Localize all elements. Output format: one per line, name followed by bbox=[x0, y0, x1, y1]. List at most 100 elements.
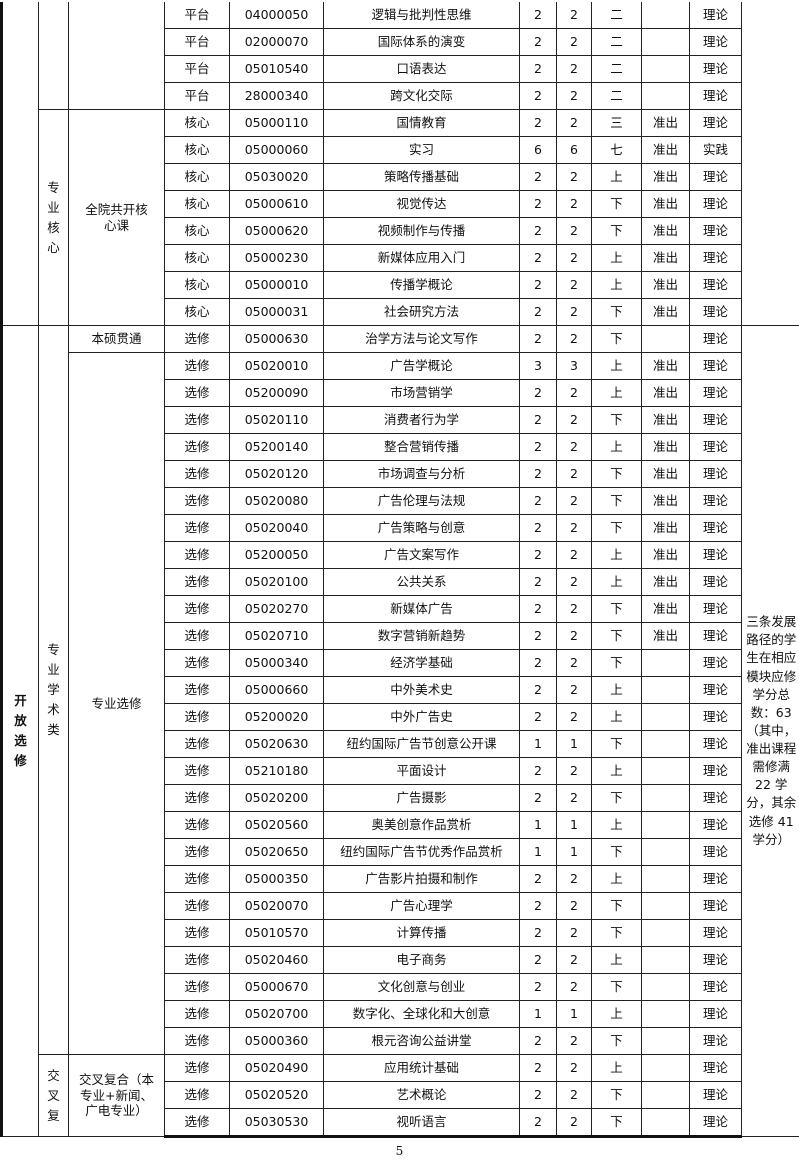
hours: 2 bbox=[556, 1027, 592, 1055]
exit-flag: 准出 bbox=[641, 460, 690, 488]
table-row: 核心 05000010 传播学概论 2 2 上准出 理论 bbox=[2, 271, 799, 299]
course-type: 选修 bbox=[164, 595, 230, 623]
credits: 2 bbox=[519, 514, 557, 542]
exit-flag bbox=[641, 1054, 690, 1082]
exit-flag: 准出 bbox=[641, 109, 690, 137]
table-row: 选修 05010570 计算传播 2 2 下理论 bbox=[2, 919, 799, 947]
hours: 2 bbox=[556, 946, 592, 974]
exit-flag bbox=[641, 82, 690, 110]
semester: 上 bbox=[591, 946, 642, 974]
exit-flag bbox=[641, 838, 690, 866]
credit-requirement-note: 三条发展路径的学生在相应模块应修学分总数：63（其中，准出课程需修满 22 学分… bbox=[741, 325, 799, 1137]
semester: 二 bbox=[591, 55, 642, 83]
credits: 2 bbox=[519, 568, 557, 596]
course-name: 计算传播 bbox=[323, 919, 520, 947]
course-kind: 理论 bbox=[689, 82, 742, 110]
exit-flag: 准出 bbox=[641, 136, 690, 164]
course-kind: 理论 bbox=[689, 379, 742, 407]
exit-flag bbox=[641, 892, 690, 920]
hours: 2 bbox=[556, 2, 592, 29]
course-kind: 理论 bbox=[689, 190, 742, 218]
course-code: 05000360 bbox=[229, 1027, 324, 1055]
hours: 2 bbox=[556, 298, 592, 326]
credits: 1 bbox=[519, 730, 557, 758]
module-jiaocha-fuhe: 交叉复合（本专业+新闻、广电专业） bbox=[68, 1054, 165, 1137]
hours: 2 bbox=[556, 1081, 592, 1109]
course-name: 奥美创意作品赏析 bbox=[323, 811, 520, 839]
table-row: 选修 05020630 纽约国际广告节创意公开课 1 1 下理论 bbox=[2, 730, 799, 758]
credits: 2 bbox=[519, 757, 557, 785]
credits: 2 bbox=[519, 460, 557, 488]
course-code: 05000060 bbox=[229, 136, 324, 164]
exit-flag bbox=[641, 28, 690, 56]
course-type: 选修 bbox=[164, 838, 230, 866]
credits: 2 bbox=[519, 1108, 557, 1138]
semester: 三 bbox=[591, 109, 642, 137]
credits: 1 bbox=[519, 811, 557, 839]
exit-flag: 准出 bbox=[641, 298, 690, 326]
credits: 2 bbox=[519, 271, 557, 299]
course-name: 应用统计基础 bbox=[323, 1054, 520, 1082]
subcategory-zhuanye-hexin: 专业核心 bbox=[38, 109, 69, 326]
course-type: 选修 bbox=[164, 622, 230, 650]
exit-flag bbox=[641, 703, 690, 731]
course-name: 整合营销传播 bbox=[323, 433, 520, 461]
hours: 2 bbox=[556, 757, 592, 785]
course-code: 05000630 bbox=[229, 325, 324, 353]
course-code: 05000660 bbox=[229, 676, 324, 704]
hours: 2 bbox=[556, 325, 592, 353]
credits: 2 bbox=[519, 2, 557, 29]
credits: 2 bbox=[519, 892, 557, 920]
course-code: 05030020 bbox=[229, 163, 324, 191]
course-type: 选修 bbox=[164, 757, 230, 785]
hours: 2 bbox=[556, 487, 592, 515]
course-kind: 理论 bbox=[689, 28, 742, 56]
course-kind: 理论 bbox=[689, 973, 742, 1001]
exit-flag: 准出 bbox=[641, 514, 690, 542]
table-row: 选修 05000360 根元咨询公益讲堂 2 2 下理论 bbox=[2, 1027, 799, 1055]
credits: 2 bbox=[519, 622, 557, 650]
credits: 1 bbox=[519, 1000, 557, 1028]
semester: 下 bbox=[591, 649, 642, 677]
course-type: 选修 bbox=[164, 352, 230, 380]
course-name: 视频制作与传播 bbox=[323, 217, 520, 245]
hours: 2 bbox=[556, 892, 592, 920]
course-code: 05020080 bbox=[229, 487, 324, 515]
course-name: 跨文化交际 bbox=[323, 82, 520, 110]
credits: 2 bbox=[519, 487, 557, 515]
course-name: 平面设计 bbox=[323, 757, 520, 785]
course-kind: 理论 bbox=[689, 1054, 742, 1082]
semester: 下 bbox=[591, 514, 642, 542]
course-name: 消费者行为学 bbox=[323, 406, 520, 434]
course-name: 文化创意与创业 bbox=[323, 973, 520, 1001]
subcategory-zhuanye-xueshu-text: 专业学术类 bbox=[47, 642, 60, 737]
subcategory-jiaocha-text: 交叉复 bbox=[47, 1067, 60, 1123]
course-name: 数字营销新趋势 bbox=[323, 622, 520, 650]
course-name: 实习 bbox=[323, 136, 520, 164]
course-type: 核心 bbox=[164, 163, 230, 191]
course-code: 05000350 bbox=[229, 865, 324, 893]
semester: 下 bbox=[591, 784, 642, 812]
exit-flag: 准出 bbox=[641, 433, 690, 461]
exit-flag bbox=[641, 946, 690, 974]
table-row: 选修 05210180 平面设计 2 2 上理论 bbox=[2, 757, 799, 785]
course-kind: 理论 bbox=[689, 298, 742, 326]
course-name: 广告影片拍摄和制作 bbox=[323, 865, 520, 893]
exit-flag bbox=[641, 730, 690, 758]
credits: 2 bbox=[519, 676, 557, 704]
semester: 下 bbox=[591, 838, 642, 866]
course-kind: 理论 bbox=[689, 55, 742, 83]
course-type: 核心 bbox=[164, 109, 230, 137]
course-kind: 理论 bbox=[689, 703, 742, 731]
hours: 1 bbox=[556, 811, 592, 839]
exit-flag bbox=[641, 811, 690, 839]
course-code: 05000610 bbox=[229, 190, 324, 218]
course-code: 05020710 bbox=[229, 622, 324, 650]
course-type: 核心 bbox=[164, 190, 230, 218]
course-name: 逻辑与批判性思维 bbox=[323, 2, 520, 29]
hours: 2 bbox=[556, 595, 592, 623]
table-row: 选修 05200050 广告文案写作 2 2 上准出 理论 bbox=[2, 541, 799, 569]
course-type: 选修 bbox=[164, 1081, 230, 1109]
course-kind: 理论 bbox=[689, 325, 742, 353]
course-code: 05000230 bbox=[229, 244, 324, 272]
